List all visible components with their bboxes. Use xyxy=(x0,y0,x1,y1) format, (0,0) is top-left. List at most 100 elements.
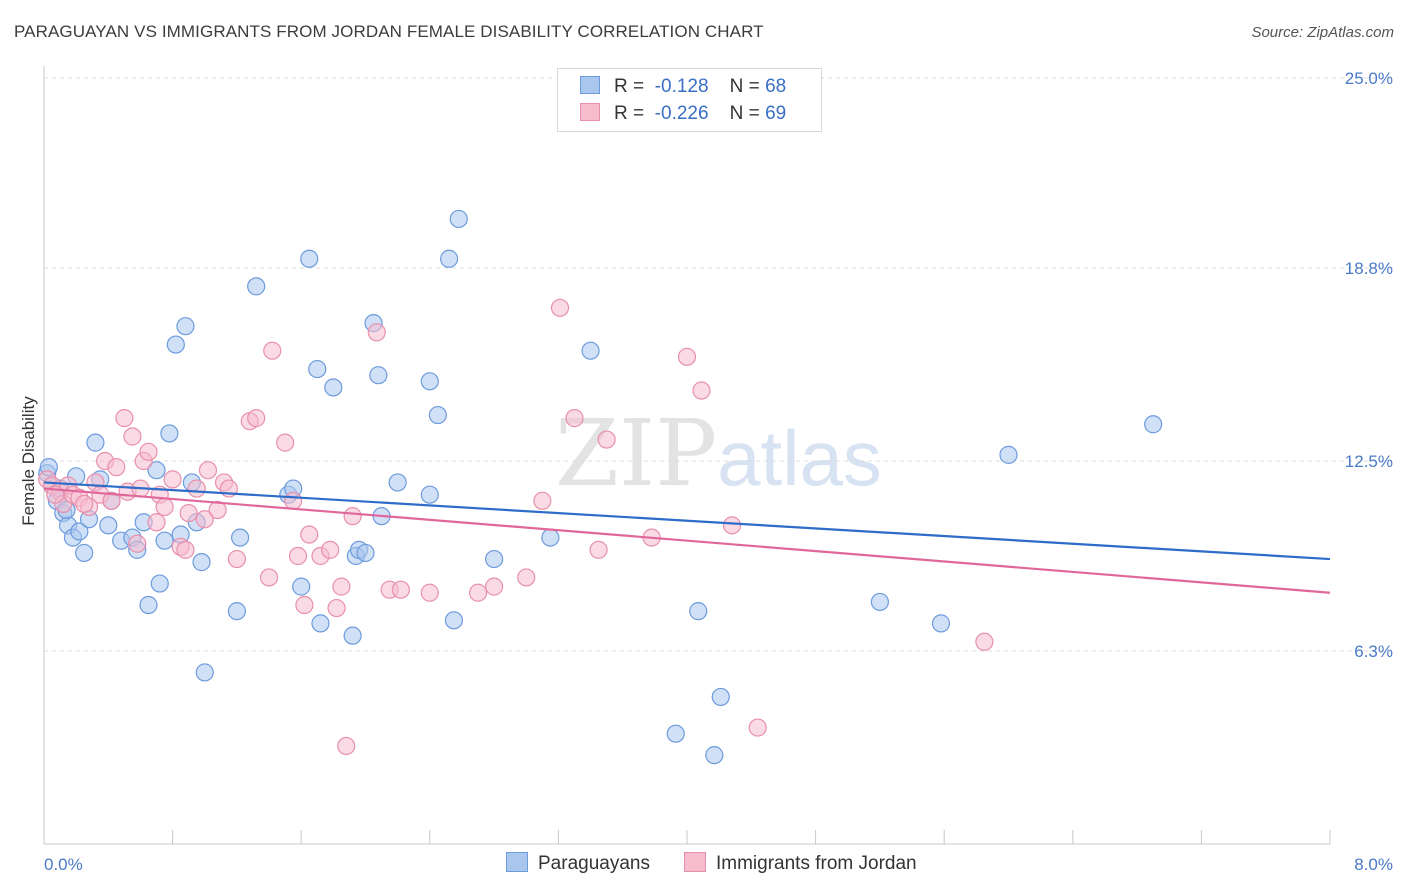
bottom-legend-paraguayans: Paraguayans xyxy=(506,852,650,875)
data-point xyxy=(187,479,206,498)
data-point xyxy=(150,574,169,593)
data-point xyxy=(420,583,439,602)
data-point xyxy=(311,614,330,633)
data-point xyxy=(485,549,504,569)
data-point xyxy=(155,497,174,517)
data-point xyxy=(517,568,536,587)
grid-lines xyxy=(44,77,1392,652)
y-tick-label: 18.8% xyxy=(1345,259,1393,278)
data-point xyxy=(75,543,94,563)
data-point xyxy=(748,718,767,737)
data-point xyxy=(581,341,600,360)
data-point xyxy=(420,485,439,504)
data-point xyxy=(343,626,362,645)
y-axis-title: Female Disability xyxy=(19,396,38,526)
data-point xyxy=(999,445,1018,464)
bottom-legend-swatch-pink xyxy=(684,852,706,872)
data-point xyxy=(870,592,890,612)
legend-row-paraguayans: R = -0.128 N = 68 xyxy=(580,76,786,98)
data-point xyxy=(722,516,742,535)
data-point xyxy=(166,335,185,354)
data-point xyxy=(468,583,488,602)
legend-n-label: N = xyxy=(729,76,760,97)
data-point xyxy=(550,298,570,317)
data-point xyxy=(139,595,158,615)
data-point xyxy=(247,277,266,296)
data-point xyxy=(195,510,214,529)
data-point xyxy=(208,500,227,520)
data-point xyxy=(263,341,282,360)
data-point xyxy=(367,323,386,342)
x-tick-label: 8.0% xyxy=(1354,855,1393,874)
y-tick-label: 6.3% xyxy=(1354,642,1393,661)
data-point xyxy=(259,568,279,587)
data-point xyxy=(176,540,195,559)
data-point xyxy=(597,430,616,449)
data-point xyxy=(369,366,388,385)
chart-title: PARAGUAYAN VS IMMIGRANTS FROM JORDAN FEM… xyxy=(14,22,764,41)
data-point xyxy=(689,602,708,621)
data-point xyxy=(195,663,214,682)
data-point xyxy=(179,503,198,523)
data-point xyxy=(666,724,685,743)
data-point xyxy=(975,632,994,651)
data-point xyxy=(1144,415,1163,434)
data-point xyxy=(321,540,340,559)
data-point xyxy=(705,746,724,765)
data-point xyxy=(75,494,94,513)
data-point xyxy=(247,409,266,428)
data-point xyxy=(86,433,105,452)
legend-row-immigrants-from-jordan: R = -0.226 N = 69 xyxy=(580,103,786,125)
y-tick-label: 25.0% xyxy=(1345,69,1393,88)
data-point xyxy=(332,577,351,596)
y-tick-label: 12.5% xyxy=(1345,452,1393,471)
axes xyxy=(43,66,1331,845)
data-point xyxy=(711,687,730,707)
data-point xyxy=(541,528,560,547)
series-immigrants-from-jordan xyxy=(38,298,994,756)
bottom-legend-label: Immigrants from Jordan xyxy=(716,853,917,874)
data-point xyxy=(327,598,346,618)
data-point xyxy=(115,409,134,428)
data-point xyxy=(439,249,459,268)
legend-r-label: R = xyxy=(614,76,645,97)
data-point xyxy=(160,424,179,443)
data-point xyxy=(163,470,182,489)
data-point xyxy=(147,461,166,480)
tick-labels: 6.3% 12.5% 18.8% 25.0% 0.0% 8.0% Female Disabi… xyxy=(19,69,1393,874)
data-point xyxy=(324,378,343,397)
data-point xyxy=(589,540,608,559)
data-point xyxy=(565,409,584,428)
legend-swatch-pink xyxy=(580,103,600,121)
legend-n-label: N = xyxy=(729,103,760,124)
data-point xyxy=(295,595,314,615)
legend-n-value: 68 xyxy=(765,76,787,97)
data-point xyxy=(300,525,319,544)
watermark: ZIPatlas xyxy=(555,400,882,507)
source-label: Source: ZipAtlas.com xyxy=(1251,24,1394,41)
series-paraguayans xyxy=(38,209,1163,765)
data-point xyxy=(147,513,166,532)
stats-legend: R = -0.128 N = 68 R = -0.226 N = 69 xyxy=(557,68,822,132)
data-point xyxy=(931,614,951,633)
trend-line-blue xyxy=(43,481,1331,561)
bottom-legend-swatch-blue xyxy=(506,852,528,872)
watermark-atlas: atlas xyxy=(717,414,882,502)
data-point xyxy=(123,427,142,446)
data-point xyxy=(449,209,468,229)
data-point xyxy=(99,516,118,535)
data-point xyxy=(227,602,246,621)
data-point xyxy=(533,491,552,510)
bottom-legend-label: Paraguayans xyxy=(538,853,650,874)
data-point xyxy=(337,736,356,756)
legend-r-value: -0.226 xyxy=(654,103,709,124)
data-point xyxy=(388,473,407,492)
trend-line-pink xyxy=(43,487,1331,594)
data-point xyxy=(391,580,410,599)
bottom-legend-immigrants-from-jordan: Immigrants from Jordan xyxy=(684,852,917,875)
data-point xyxy=(198,461,218,480)
data-point xyxy=(428,405,447,425)
data-point xyxy=(485,577,504,596)
data-point xyxy=(677,347,697,366)
